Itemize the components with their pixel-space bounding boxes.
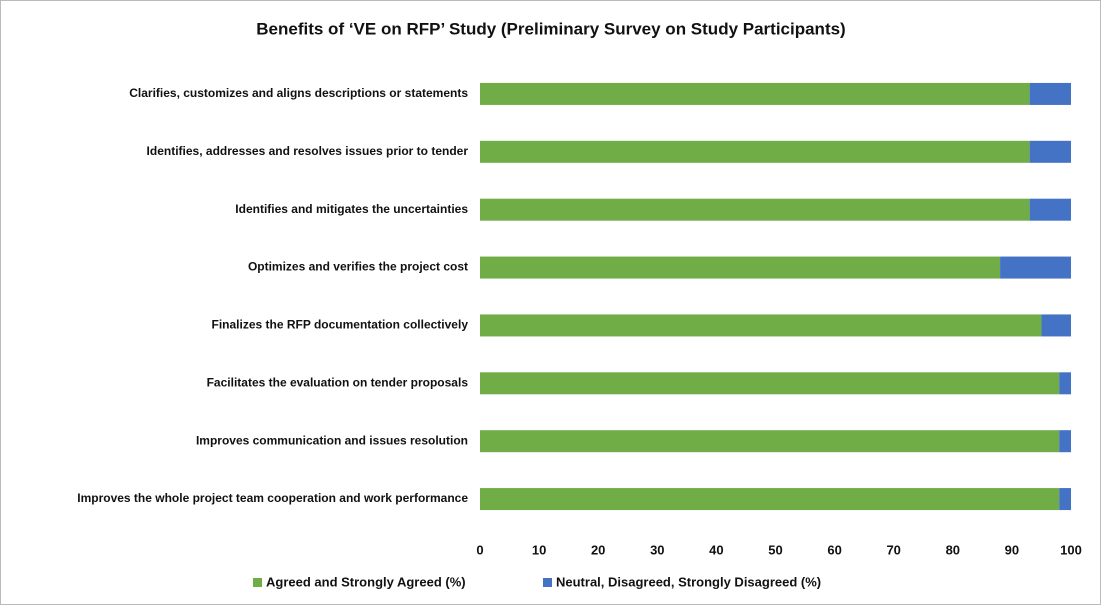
bar-segment bbox=[1059, 372, 1071, 395]
bar-segment bbox=[480, 256, 1001, 279]
chart-title: Benefits of ‘VE on RFP’ Study (Prelimina… bbox=[256, 19, 845, 38]
y-tick-label: Identifies, addresses and resolves issue… bbox=[147, 144, 469, 158]
y-tick-label: Improves communication and issues resolu… bbox=[196, 433, 468, 447]
bar-segment bbox=[480, 488, 1060, 511]
bar-segment bbox=[1041, 314, 1071, 337]
x-tick-label: 100 bbox=[1060, 542, 1082, 557]
bar-segment bbox=[480, 140, 1030, 163]
x-tick-label: 50 bbox=[768, 542, 782, 557]
bar-segment bbox=[1029, 82, 1071, 105]
x-tick-label: 90 bbox=[1005, 542, 1019, 557]
legend-swatch bbox=[253, 578, 262, 587]
bar-segment bbox=[1029, 198, 1071, 221]
bar-segment bbox=[1059, 488, 1071, 511]
x-tick-label: 10 bbox=[532, 542, 546, 557]
bar-segment bbox=[1000, 256, 1071, 279]
x-tick-label: 60 bbox=[827, 542, 841, 557]
bar-segment bbox=[1029, 140, 1071, 163]
bar-segment bbox=[480, 314, 1042, 337]
legend-swatch bbox=[543, 578, 552, 587]
bar-segment bbox=[1059, 430, 1071, 453]
y-tick-label: Identifies and mitigates the uncertainti… bbox=[235, 202, 468, 216]
y-tick-label: Improves the whole project team cooperat… bbox=[77, 491, 468, 505]
x-tick-label: 30 bbox=[650, 542, 664, 557]
x-tick-label: 70 bbox=[886, 542, 900, 557]
bar-segment bbox=[480, 198, 1030, 221]
y-tick-label: Facilitates the evaluation on tender pro… bbox=[207, 375, 469, 389]
y-tick-label: Finalizes the RFP documentation collecti… bbox=[211, 318, 468, 332]
x-tick-label: 80 bbox=[946, 542, 960, 557]
x-tick-label: 40 bbox=[709, 542, 723, 557]
bar-segment bbox=[480, 430, 1060, 453]
x-tick-label: 20 bbox=[591, 542, 605, 557]
bar-segment bbox=[480, 372, 1060, 395]
legend-label: Agreed and Strongly Agreed (%) bbox=[266, 574, 466, 589]
y-tick-label: Optimizes and verifies the project cost bbox=[248, 260, 468, 274]
bar-segment bbox=[480, 82, 1030, 105]
y-tick-label: Clarifies, customizes and aligns descrip… bbox=[129, 86, 468, 100]
x-tick-label: 0 bbox=[476, 542, 483, 557]
legend-label: Neutral, Disagreed, Strongly Disagreed (… bbox=[556, 574, 821, 589]
